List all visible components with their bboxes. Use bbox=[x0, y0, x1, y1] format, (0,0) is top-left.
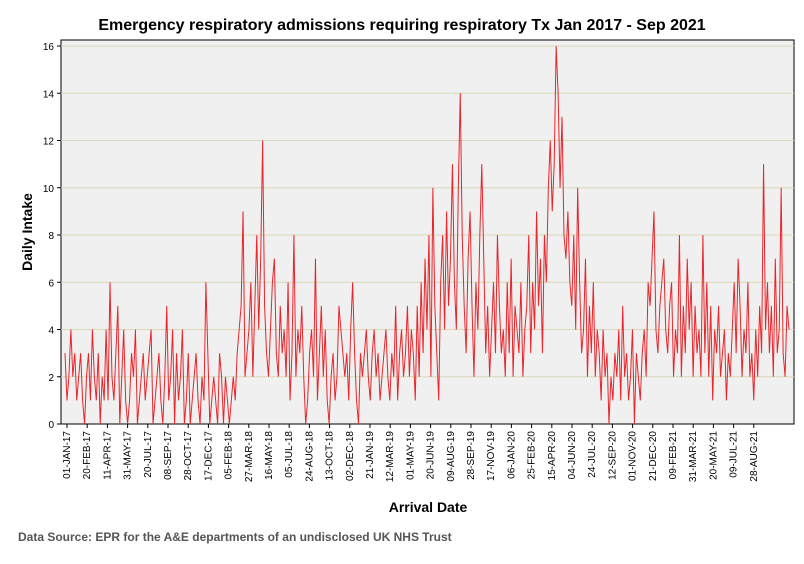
x-tick-label: 01-JAN-17 bbox=[62, 431, 73, 479]
x-tick-label: 05-JUL-18 bbox=[284, 431, 295, 478]
x-tick-label: 24-JUL-20 bbox=[587, 431, 598, 478]
x-tick-label: 20-JUL-17 bbox=[143, 431, 154, 478]
x-tick-label: 17-NOV-19 bbox=[486, 431, 497, 481]
x-tick-label: 01-NOV-20 bbox=[628, 431, 639, 481]
x-tick-label: 11-APR-17 bbox=[102, 431, 113, 480]
x-tick-label: 01-MAY-19 bbox=[405, 431, 416, 480]
x-tick-label: 16-MAY-18 bbox=[264, 431, 275, 480]
x-tick-label: 20-JUN-19 bbox=[426, 431, 437, 480]
y-axis-label: Daily Intake bbox=[19, 193, 35, 271]
x-tick-label: 24-AUG-18 bbox=[304, 431, 315, 482]
y-tick-label: 6 bbox=[48, 278, 54, 289]
y-axis-ticks: 0 2 4 6 8 10 12 14 16 bbox=[43, 42, 61, 431]
y-tick-label: 2 bbox=[48, 373, 54, 384]
x-axis-ticks: 01-JAN-17 20-FEB-17 11-APR-17 31-MAY-17 20-J… bbox=[62, 424, 760, 482]
x-tick-label: 08-SEP-17 bbox=[163, 431, 174, 480]
y-tick-label: 16 bbox=[43, 42, 55, 53]
x-tick-label: 05-FEB-18 bbox=[224, 431, 235, 480]
x-tick-label: 09-FEB-21 bbox=[668, 431, 679, 480]
chart-title: Emergency respiratory admissions requiri… bbox=[98, 17, 705, 34]
x-tick-label: 02-DEC-18 bbox=[345, 431, 356, 481]
x-tick-label: 31-MAY-17 bbox=[123, 431, 134, 480]
x-tick-label: 21-JAN-19 bbox=[365, 431, 376, 479]
y-tick-label: 12 bbox=[43, 137, 55, 148]
x-tick-label: 12-SEP-20 bbox=[607, 431, 618, 480]
x-tick-label: 20-FEB-17 bbox=[82, 431, 93, 480]
x-tick-label: 28-OCT-17 bbox=[183, 431, 194, 481]
y-tick-label: 0 bbox=[48, 420, 54, 431]
x-tick-label: 17-DEC-17 bbox=[203, 431, 214, 481]
y-tick-label: 14 bbox=[43, 89, 55, 100]
series-line-daily-intake bbox=[64, 45, 790, 425]
y-tick-label: 8 bbox=[48, 231, 54, 242]
x-tick-label: 09-JUL-21 bbox=[729, 431, 740, 478]
data-series bbox=[64, 45, 790, 425]
x-tick-label: 31-MAR-21 bbox=[688, 431, 699, 483]
x-tick-label: 28-SEP-19 bbox=[466, 431, 477, 480]
x-tick-label: 06-JAN-20 bbox=[506, 431, 517, 479]
x-tick-label: 15-APR-20 bbox=[547, 431, 558, 481]
x-tick-label: 04-JUN-20 bbox=[567, 431, 578, 480]
y-tick-label: 4 bbox=[48, 326, 54, 337]
x-tick-label: 25-FEB-20 bbox=[527, 431, 538, 480]
y-tick-label: 10 bbox=[43, 184, 55, 195]
chart: Emergency respiratory admissions requiri… bbox=[19, 17, 795, 515]
x-axis-label: Arrival Date bbox=[389, 499, 468, 515]
x-tick-label: 09-AUG-19 bbox=[446, 431, 457, 482]
data-source-note: Data Source: EPR for the A&E departments… bbox=[18, 530, 452, 544]
x-tick-label: 13-OCT-18 bbox=[325, 431, 336, 481]
x-tick-label: 12-MAR-19 bbox=[385, 431, 396, 483]
x-tick-label: 28-AUG-21 bbox=[749, 431, 760, 482]
x-tick-label: 20-MAY-21 bbox=[708, 431, 719, 480]
x-tick-label: 27-MAR-18 bbox=[244, 431, 255, 483]
x-tick-label: 21-DEC-20 bbox=[648, 431, 659, 481]
